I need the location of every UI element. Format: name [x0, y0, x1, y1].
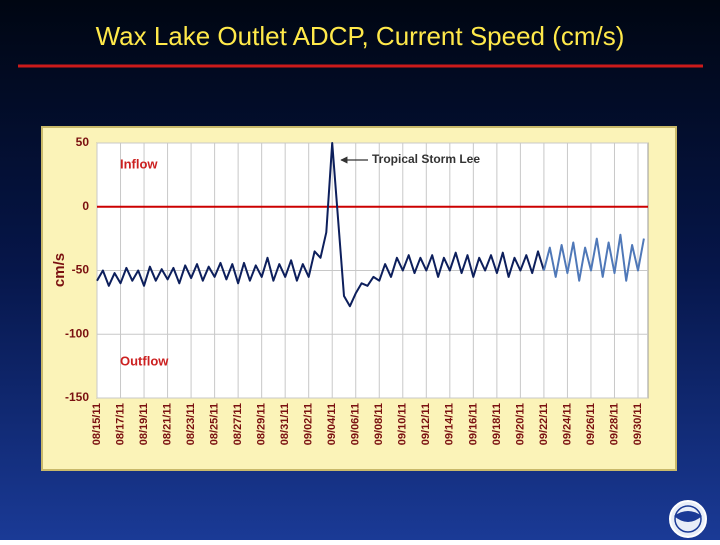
- annotation: Inflow: [120, 156, 158, 171]
- x-tick-label: 08/27/11: [232, 403, 244, 445]
- x-tick-label: 09/10/11: [397, 403, 409, 445]
- x-tick-label: 08/19/11: [138, 403, 150, 445]
- annotation: Outflow: [120, 353, 169, 368]
- x-tick-label: 08/23/11: [185, 403, 197, 445]
- x-tick-label: 08/17/11: [114, 403, 126, 445]
- annotation: Tropical Storm Lee: [372, 152, 480, 166]
- x-tick-label: 09/08/11: [373, 403, 385, 445]
- y-axis-label: cm/s: [51, 253, 68, 287]
- y-tick-label: -150: [65, 390, 89, 404]
- x-tick-label: 09/16/11: [467, 403, 479, 445]
- x-tick-label: 09/30/11: [632, 403, 644, 445]
- x-tick-label: 08/21/11: [161, 403, 173, 445]
- y-tick-label: 50: [76, 135, 90, 149]
- x-tick-label: 08/31/11: [279, 403, 291, 445]
- plot: -150 -100 -50 0 50 08/15/11 08/17/11 08/19/11 08…: [65, 135, 648, 445]
- x-tick-label: 09/14/11: [444, 403, 456, 445]
- x-tick-label: 09/20/11: [514, 403, 526, 445]
- logo: [669, 500, 707, 538]
- x-tick-label: 09/22/11: [538, 403, 550, 445]
- x-tick-label: 09/12/11: [420, 403, 432, 445]
- x-tick-label: 08/15/11: [91, 403, 103, 445]
- slide-title: Wax Lake Outlet ADCP, Current Speed (cm/…: [96, 21, 625, 51]
- x-tick-label: 09/18/11: [491, 403, 503, 445]
- x-tick-label: 09/02/11: [303, 403, 315, 445]
- y-tick-label: 0: [82, 199, 89, 213]
- x-tick-label: 08/29/11: [256, 403, 268, 445]
- y-tick-label: -100: [65, 326, 89, 340]
- series-line: [542, 233, 645, 282]
- x-tick-label: 08/25/11: [209, 403, 221, 445]
- x-tick-label: 09/26/11: [585, 403, 597, 445]
- x-tick-label: 09/24/11: [561, 403, 573, 445]
- x-tick-label: 09/28/11: [608, 403, 620, 445]
- series-line: [96, 142, 545, 308]
- y-tick-label: -50: [72, 263, 90, 277]
- x-tick-label: 09/04/11: [326, 403, 338, 445]
- x-tick-label: 09/06/11: [350, 403, 362, 445]
